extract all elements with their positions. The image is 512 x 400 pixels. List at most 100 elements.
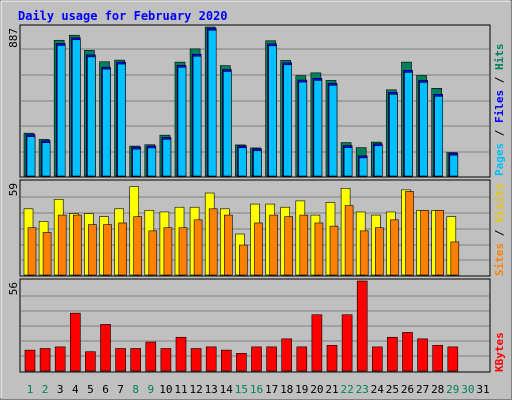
bar-pages (192, 55, 202, 177)
x-tick-label: 22 (340, 383, 353, 396)
bar-kbytes (145, 341, 157, 372)
bar-sites (103, 224, 112, 276)
bar-sites (133, 216, 142, 276)
bar-kbytes (205, 346, 217, 372)
bar-sites (118, 222, 127, 276)
bar-pages (26, 136, 36, 177)
bar-sites (359, 230, 369, 276)
bar-pages (419, 82, 428, 177)
bar-sites (163, 227, 173, 276)
bar-pages (253, 150, 262, 177)
bar-kbytes (100, 324, 111, 372)
bar-sites (88, 224, 97, 276)
x-tick-label: 18 (280, 383, 293, 396)
bar-kbytes (236, 353, 247, 372)
bar-pages (373, 145, 383, 177)
bar-kbytes (24, 349, 36, 372)
x-tick-label: 9 (147, 383, 154, 396)
x-tick-label: 3 (57, 383, 64, 396)
x-tick-label: 10 (159, 383, 172, 396)
legend-files: Files (493, 90, 506, 123)
bar-sites (314, 222, 324, 276)
x-tick-label: 27 (416, 383, 429, 396)
bar-sites (148, 230, 158, 276)
bar-pages (87, 56, 96, 177)
legend-visits: Visits (493, 183, 506, 223)
bar-kbytes (266, 346, 277, 372)
bar-kbytes (115, 348, 126, 372)
bar-kbytes (296, 346, 308, 372)
x-tick-label: 19 (295, 383, 308, 396)
bar-pages (343, 147, 353, 177)
bar-sites (374, 227, 384, 276)
bar-kbytes (432, 344, 444, 372)
x-axis-labels: 1 2 3 4 5 6 7 8 9 10 11 12 13 14 15 16 17 18 19 20 21 22 23 24 2… (27, 383, 490, 396)
bar-pages (358, 157, 368, 177)
bar-kbytes (85, 351, 96, 372)
x-tick-label: 8 (132, 383, 139, 396)
bars-layer (21, 26, 489, 372)
bar-sites (208, 208, 218, 276)
bar-pages (207, 29, 217, 177)
bar-kbytes (160, 348, 172, 372)
bar-kbytes (221, 349, 232, 372)
svg-text:Pages / Files / Hits: Pages / Files / Hits (493, 44, 506, 177)
x-tick-label: 7 (117, 383, 124, 396)
x-tick-label: 30 (461, 383, 474, 396)
x-tick-label: 24 (371, 383, 385, 396)
bar-pages (117, 63, 126, 177)
panel-hits-ymax: 887 (7, 28, 20, 48)
bar-pages (162, 139, 172, 177)
bar-sites (178, 227, 188, 276)
bar-sites (344, 205, 354, 276)
bar-kbytes (341, 314, 353, 372)
bar-sites (42, 232, 52, 276)
x-tick-label: 11 (174, 383, 187, 396)
bar-sites (329, 225, 339, 276)
bar-sites (239, 244, 248, 276)
bar-sites (420, 210, 429, 276)
bar-pages (313, 80, 323, 177)
bar-kbytes (39, 348, 51, 372)
x-tick-label: 2 (42, 383, 49, 396)
x-tick-label: 21 (325, 383, 338, 396)
bar-pages (298, 81, 308, 177)
bar-pages (223, 71, 232, 177)
chart-title: Daily usage for February 2020 (18, 9, 228, 23)
bar-sites (254, 222, 263, 276)
x-tick-label: 20 (310, 383, 323, 396)
bar-kbytes (371, 346, 383, 372)
x-tick-label: 12 (189, 383, 202, 396)
bar-kbytes (70, 312, 81, 372)
bar-pages (328, 84, 338, 177)
bar-pages (268, 45, 277, 177)
bar-pages (132, 148, 141, 177)
bar-sites (284, 216, 294, 276)
bar-sites (435, 210, 445, 276)
bar-pages (177, 66, 187, 177)
bar-kbytes (175, 336, 187, 372)
bar-kbytes (311, 314, 323, 372)
legend-kbytes-panel: KBytes (493, 332, 506, 372)
x-tick-label: 15 (235, 383, 248, 396)
bar-sites (269, 214, 278, 276)
bar-kbytes (251, 346, 262, 372)
bar-pages (404, 72, 413, 177)
x-tick-label: 13 (205, 383, 218, 396)
bar-sites (405, 191, 414, 276)
x-tick-label: 25 (386, 383, 399, 396)
bar-kbytes (387, 336, 398, 372)
x-tick-label: 29 (446, 383, 459, 396)
x-tick-label: 26 (401, 383, 414, 396)
legend-pages: Pages (493, 143, 506, 176)
legend-hits-panel: Pages / Files / Hits (493, 44, 506, 177)
legend-hits: Hits (493, 44, 506, 71)
x-tick-label: 23 (356, 383, 369, 396)
bar-kbytes (402, 332, 413, 372)
bar-pages (389, 94, 398, 177)
bar-pages (147, 147, 157, 177)
bar-kbytes (356, 280, 368, 372)
bar-sites (390, 219, 399, 276)
bar-sites (27, 227, 37, 276)
